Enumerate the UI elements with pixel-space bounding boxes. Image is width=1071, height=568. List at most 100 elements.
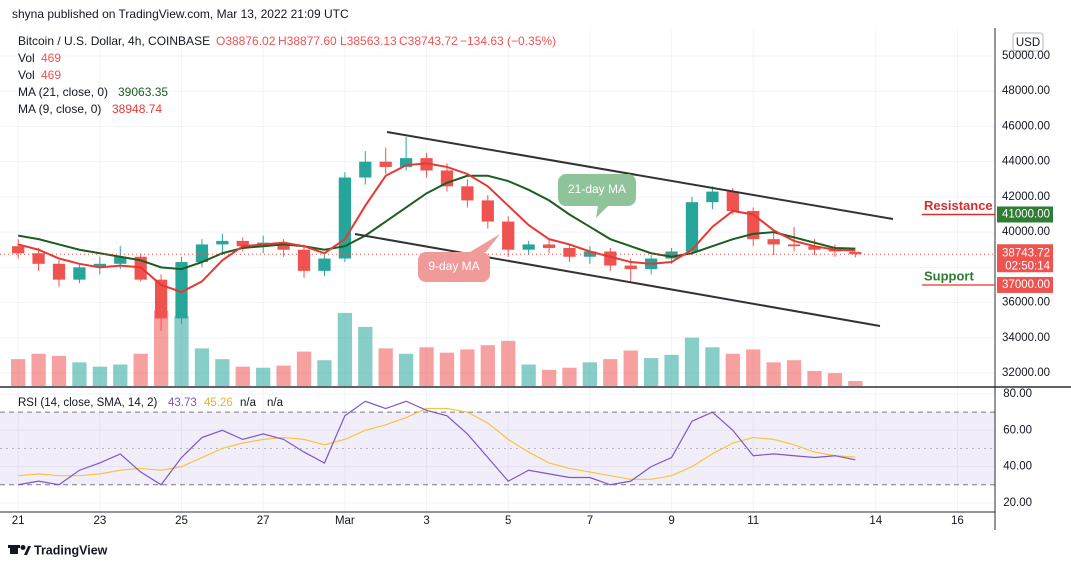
candle-body bbox=[93, 263, 106, 268]
y-tick-label: 46000.00 bbox=[1002, 120, 1050, 132]
volume-bar bbox=[419, 347, 434, 386]
candle-body bbox=[685, 202, 699, 252]
volume-pane bbox=[11, 310, 863, 386]
candle-body bbox=[216, 240, 229, 245]
volume-bar bbox=[827, 373, 843, 386]
rsi-na: n/a bbox=[267, 397, 284, 409]
candle-body bbox=[32, 253, 45, 264]
ohlc-close: C38743.72 bbox=[399, 34, 458, 48]
candle-body bbox=[175, 262, 188, 319]
x-tick-label: 3 bbox=[423, 515, 429, 527]
rsi-line bbox=[18, 400, 856, 486]
volume-bar bbox=[644, 358, 659, 386]
candle-body bbox=[114, 256, 127, 264]
volume-bar bbox=[194, 348, 210, 386]
grid bbox=[0, 30, 995, 512]
level-name: Resistance bbox=[924, 198, 993, 213]
candle-body bbox=[583, 251, 597, 257]
volume-bar bbox=[153, 310, 169, 386]
candle-body bbox=[481, 200, 494, 222]
rsi-na: n/a bbox=[240, 397, 257, 409]
legend-name: Vol bbox=[18, 51, 35, 65]
volume-bar bbox=[235, 366, 250, 386]
candle-body bbox=[52, 263, 66, 280]
volume-bar bbox=[766, 362, 781, 386]
x-tick-label: 7 bbox=[587, 515, 593, 527]
currency-button[interactable] bbox=[1012, 32, 1044, 52]
ma-line bbox=[17, 174, 856, 271]
volume-bar bbox=[51, 355, 67, 386]
ma21-callout bbox=[558, 174, 636, 218]
volume-bar bbox=[582, 362, 598, 386]
candle-body bbox=[522, 244, 535, 250]
candle-body bbox=[624, 265, 637, 270]
y-tick-label: 44000.00 bbox=[1002, 156, 1050, 168]
countdown-label: 02:50:14 bbox=[1005, 260, 1050, 272]
rsi-band bbox=[0, 412, 995, 485]
candle-body bbox=[318, 258, 331, 271]
y-tick-label: 34000.00 bbox=[1002, 332, 1050, 344]
rsi-tick-label: 80.00 bbox=[1003, 388, 1032, 400]
candle-body bbox=[73, 267, 86, 280]
brand-logo bbox=[8, 545, 31, 555]
volume-bar bbox=[521, 364, 536, 386]
candle-body bbox=[542, 244, 556, 248]
candle-body bbox=[706, 191, 719, 203]
volume-bar bbox=[603, 359, 618, 386]
volume-bar bbox=[174, 316, 189, 386]
x-tick-label: 9 bbox=[668, 515, 674, 527]
volume-bar bbox=[848, 380, 863, 386]
rsi-tick-label: 20.00 bbox=[1003, 497, 1032, 509]
legend-value: 469 bbox=[41, 68, 61, 82]
volume-bar bbox=[215, 359, 230, 386]
volume-bar bbox=[133, 353, 148, 386]
ma-line bbox=[17, 162, 856, 294]
y-tick-label: 48000.00 bbox=[1002, 85, 1050, 97]
volume-bar bbox=[92, 366, 107, 386]
candle-body bbox=[338, 177, 351, 259]
candle-body bbox=[461, 186, 474, 201]
legend-value: 38948.74 bbox=[112, 102, 162, 116]
y-tick-label: 36000.00 bbox=[1002, 297, 1050, 309]
candle-body bbox=[12, 246, 25, 254]
volume-bar bbox=[460, 349, 475, 386]
level-box bbox=[997, 206, 1053, 223]
volume-bar bbox=[562, 367, 577, 386]
rsi-pane bbox=[0, 400, 995, 486]
legend-name: MA (9, close, 0) bbox=[18, 102, 101, 116]
volume-bar bbox=[807, 370, 822, 386]
ohlc-low: L38563.13 bbox=[340, 34, 397, 48]
rsi-tick-label: 40.00 bbox=[1003, 461, 1032, 473]
candle-body bbox=[154, 279, 168, 319]
candle-body bbox=[277, 242, 290, 250]
y-tick-label: 50000.00 bbox=[1002, 50, 1050, 62]
volume-bar bbox=[378, 348, 393, 386]
x-tick-label: Mar bbox=[335, 515, 355, 527]
volume-bar bbox=[358, 326, 373, 386]
candle-body bbox=[297, 249, 311, 271]
volume-bar bbox=[398, 353, 414, 386]
volume-bar bbox=[664, 354, 679, 386]
level-label: 37000.00 bbox=[1002, 279, 1050, 291]
currency-label: USD bbox=[1016, 37, 1040, 49]
x-tick-label: 21 bbox=[12, 515, 25, 527]
level-box bbox=[997, 276, 1053, 293]
volume-bar bbox=[31, 353, 46, 386]
x-tick-label: 16 bbox=[951, 515, 964, 527]
x-tick-label: 11 bbox=[747, 515, 759, 527]
volume-bar bbox=[541, 369, 557, 386]
ma9-callout bbox=[418, 234, 500, 282]
rsi-sma-line bbox=[18, 407, 856, 480]
volume-bar bbox=[113, 364, 128, 386]
volume-bar bbox=[480, 345, 495, 386]
volume-bar bbox=[786, 360, 802, 386]
level-name: Support bbox=[924, 268, 974, 283]
volume-bar bbox=[501, 340, 516, 386]
volume-bar bbox=[439, 352, 455, 386]
candle-body bbox=[787, 244, 801, 247]
y-tick-label: 32000.00 bbox=[1002, 367, 1050, 379]
volume-bar bbox=[725, 353, 740, 386]
volume-bar bbox=[684, 337, 700, 386]
legend-value: 469 bbox=[41, 51, 61, 65]
